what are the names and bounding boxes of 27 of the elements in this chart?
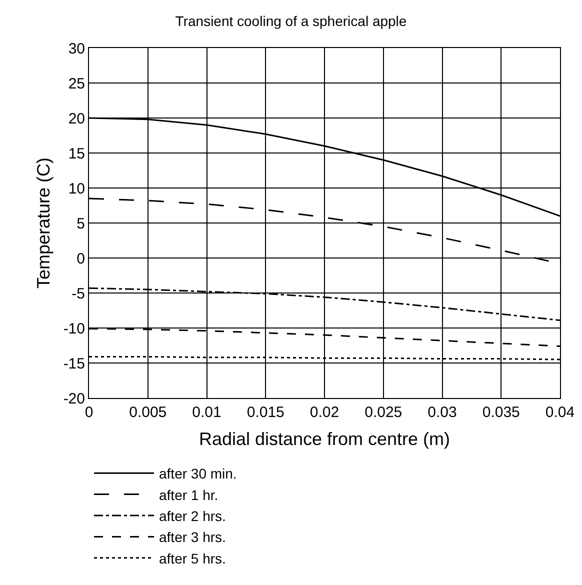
y-tick-label: 0	[76, 250, 85, 268]
x-tick-label: 0.035	[482, 404, 520, 421]
y-tick-label: 10	[68, 180, 85, 198]
y-tick-label: -10	[63, 320, 85, 338]
x-tick-label: 0.03	[428, 404, 457, 421]
x-tick-label: 0.005	[129, 404, 167, 421]
x-tick-label: 0.015	[246, 404, 284, 421]
y-tick-label: 20	[68, 110, 85, 128]
y-tick-label: 15	[68, 145, 85, 162]
y-tick-label: -5	[72, 285, 85, 302]
x-tick-label: 0.01	[192, 404, 222, 421]
x-tick-label: 0.04	[545, 404, 575, 421]
y-tick-label: 5	[76, 215, 85, 232]
x-tick-label: 0.025	[364, 404, 402, 421]
x-tick-label: 0.02	[310, 404, 340, 421]
legend-label: after 2 hrs.	[159, 508, 226, 524]
legend-label: after 5 hrs.	[159, 550, 226, 566]
y-tick-label: 30	[68, 40, 85, 58]
y-tick-label: 25	[68, 75, 85, 92]
legend-label: after 3 hrs.	[159, 529, 226, 546]
y-axis-title: Temperature (C)	[34, 157, 54, 289]
x-axis-title: Radial distance from centre (m)	[198, 429, 450, 450]
y-tick-label: -15	[63, 355, 85, 372]
legend-label: after 1 hr.	[159, 486, 218, 503]
legend-label: after 30 min.	[159, 466, 237, 482]
y-tick-label: -20	[63, 390, 85, 408]
chart-title: Transient cooling of a spherical apple	[175, 12, 407, 29]
